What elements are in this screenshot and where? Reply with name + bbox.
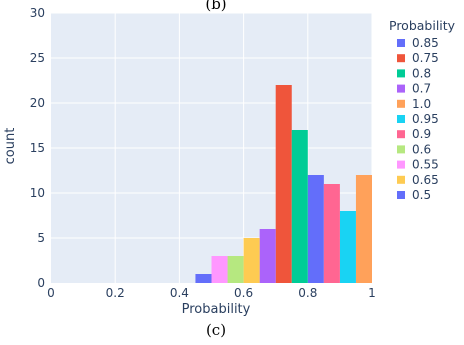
y-tick-label: 10 — [30, 186, 45, 200]
legend-item-0.85[interactable]: 0.85 — [397, 36, 439, 50]
legend-label: 0.5 — [412, 188, 431, 202]
legend-label: 0.7 — [412, 82, 431, 96]
legend-item-0.7[interactable]: 0.7 — [397, 82, 431, 96]
legend-swatch — [397, 145, 405, 154]
legend-label: 0.8 — [412, 66, 431, 80]
legend-label: 0.65 — [412, 173, 439, 187]
legend-swatch — [397, 39, 405, 47]
caption: (c) — [206, 321, 226, 339]
legend-swatch — [397, 99, 405, 108]
x-tick-label: 1 — [368, 286, 376, 300]
bars — [195, 85, 372, 283]
legend-label: 0.75 — [412, 51, 439, 65]
legend-item-0.95[interactable]: 0.95 — [397, 112, 439, 126]
legend-swatch — [397, 54, 405, 63]
legend-swatch — [397, 191, 405, 199]
x-tick-label: 0.8 — [298, 286, 317, 300]
bar-0.95[interactable] — [339, 211, 356, 283]
y-tick-label: 15 — [30, 141, 45, 155]
legend-swatch — [397, 160, 405, 169]
legend-item-0.65[interactable]: 0.65 — [397, 173, 439, 187]
x-tick-label: 0.2 — [106, 286, 125, 300]
y-tick-label: 5 — [37, 231, 45, 245]
y-tick-label: 30 — [30, 6, 45, 20]
legend-item-0.5[interactable]: 0.5 — [397, 188, 431, 202]
legend-item-0.9[interactable]: 0.9 — [397, 127, 431, 141]
top-caption: (b) — [205, 0, 226, 13]
legend-label: 1.0 — [412, 97, 431, 111]
bar-0.85[interactable] — [307, 175, 324, 283]
bar-0.7[interactable] — [259, 229, 276, 283]
legend-title: Probability — [389, 18, 456, 33]
legend-swatch — [397, 69, 405, 78]
x-tick-labels: 0 0.2 0.4 0.6 0.8 1 — [47, 286, 376, 300]
bar-1.0[interactable] — [355, 175, 372, 283]
y-axis-title: count — [3, 128, 18, 165]
legend-label: 0.95 — [412, 112, 439, 126]
y-tick-label: 0 — [37, 276, 45, 290]
bar-0.75[interactable] — [275, 85, 292, 283]
bar-0.8[interactable] — [291, 130, 308, 283]
legend[interactable]: Probability 0.850.750.80.71.00.950.90.60… — [389, 18, 456, 202]
x-tick-label: 0.6 — [234, 286, 253, 300]
legend-label: 0.85 — [412, 36, 439, 50]
bar-0.9[interactable] — [323, 184, 340, 283]
y-tick-label: 25 — [30, 51, 45, 65]
legend-label: 0.9 — [412, 127, 431, 141]
bar-0.65[interactable] — [243, 238, 260, 283]
legend-label: 0.55 — [412, 158, 439, 172]
legend-swatch — [397, 175, 405, 184]
legend-swatch — [397, 84, 405, 93]
legend-items[interactable]: 0.850.750.8 0.71.00.950.90.6 0.550.650.5 — [397, 36, 439, 202]
legend-item-0.8[interactable]: 0.8 — [397, 66, 431, 80]
legend-item-0.6[interactable]: 0.6 — [397, 142, 431, 156]
x-axis-title: Probability — [182, 302, 251, 317]
legend-item-0.55[interactable]: 0.55 — [397, 158, 439, 172]
bar-0.55[interactable] — [211, 256, 228, 283]
legend-label: 0.6 — [412, 142, 431, 156]
legend-swatch — [397, 130, 405, 139]
x-tick-label: 0.4 — [170, 286, 189, 300]
y-tick-labels: 0 5 10 15 20 25 30 — [30, 6, 45, 290]
legend-swatch — [397, 115, 405, 123]
x-tick-label: 0 — [47, 286, 55, 300]
bar-0.5[interactable] — [195, 274, 212, 283]
legend-item-1.0[interactable]: 1.0 — [397, 97, 431, 111]
bar-0.6[interactable] — [227, 256, 244, 283]
legend-item-0.75[interactable]: 0.75 — [397, 51, 439, 65]
y-tick-label: 20 — [30, 96, 45, 110]
